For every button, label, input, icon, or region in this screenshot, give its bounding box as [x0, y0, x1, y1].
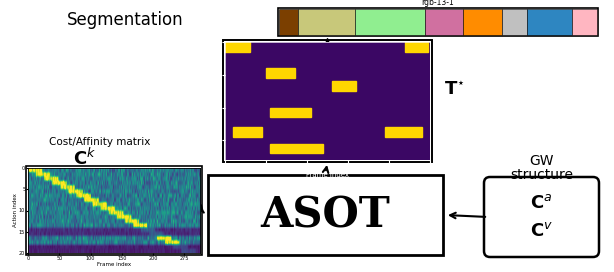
X-axis label: Frame index: Frame index: [306, 172, 349, 178]
Y-axis label: Action index: Action index: [204, 79, 211, 123]
Text: $\mathbf{C}^k$: $\mathbf{C}^k$: [74, 147, 96, 169]
Text: $\mathbf{C}^a$: $\mathbf{C}^a$: [530, 194, 553, 212]
Bar: [298, 9, 356, 35]
Text: structure: structure: [510, 168, 573, 182]
Bar: [208, 175, 443, 255]
Text: Segmentation: Segmentation: [67, 11, 184, 29]
Bar: [572, 9, 597, 35]
Bar: [356, 9, 426, 35]
Y-axis label: Action index: Action index: [12, 194, 18, 227]
Bar: [426, 9, 464, 35]
Text: GW: GW: [529, 154, 554, 168]
Bar: [279, 9, 298, 35]
Text: $\mathbf{C}^v$: $\mathbf{C}^v$: [530, 222, 553, 240]
Text: rgb-13-1: rgb-13-1: [422, 0, 454, 7]
Bar: [527, 9, 572, 35]
Bar: [270, 107, 311, 118]
Bar: [26, 166, 202, 255]
FancyBboxPatch shape: [484, 177, 599, 257]
Bar: [502, 9, 527, 35]
Bar: [223, 40, 432, 162]
Bar: [385, 127, 422, 137]
X-axis label: Frame index: Frame index: [97, 262, 131, 267]
Text: Cost/Affinity matrix: Cost/Affinity matrix: [49, 137, 150, 147]
Bar: [225, 42, 250, 52]
Bar: [270, 144, 324, 153]
Bar: [278, 8, 598, 36]
Text: $\mathbf{T}^{\star}$: $\mathbf{T}^{\star}$: [444, 80, 465, 98]
Bar: [266, 68, 295, 78]
Bar: [332, 81, 356, 91]
Text: ASOT: ASOT: [260, 194, 391, 236]
Bar: [464, 9, 502, 35]
Bar: [233, 127, 262, 137]
Bar: [405, 42, 429, 52]
